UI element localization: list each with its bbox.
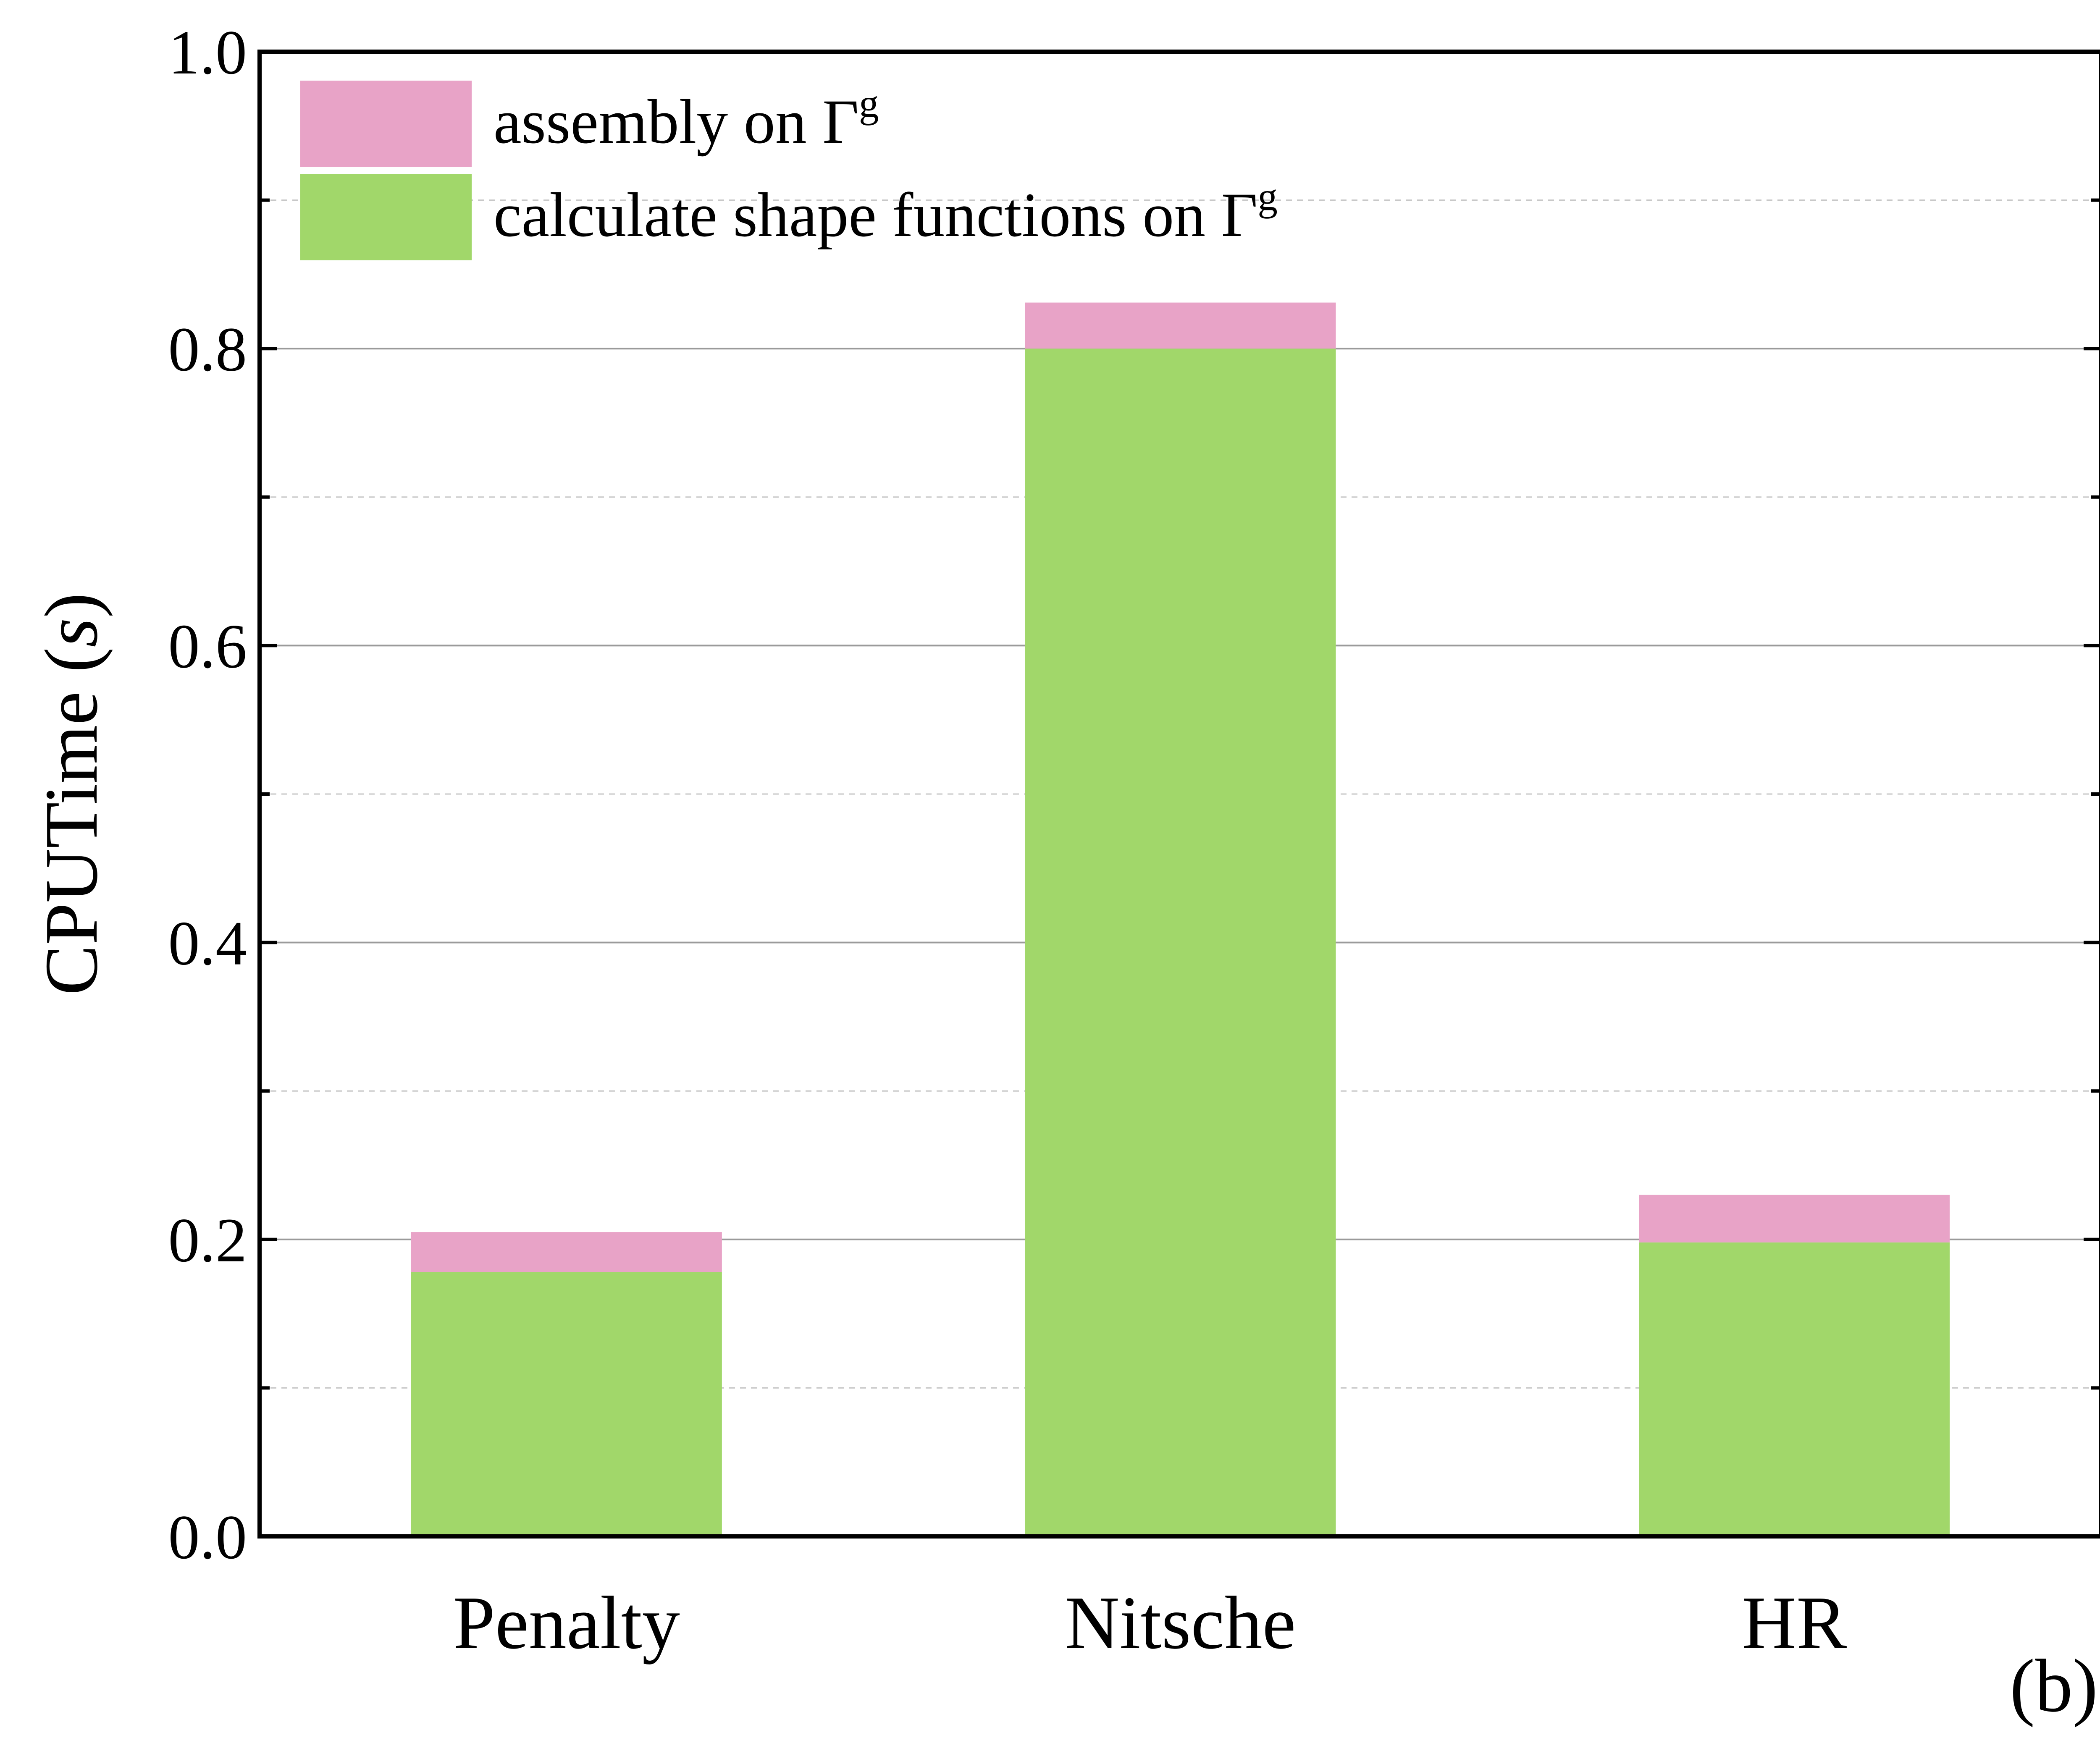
bar-segment-penalty-0 — [411, 1272, 722, 1536]
y-tick-label: 0.4 — [168, 909, 247, 978]
y-axis-title: CPUTime (s) — [29, 593, 113, 996]
bar-segment-hr-0 — [1639, 1242, 1950, 1536]
y-tick-label: 0.8 — [168, 315, 247, 384]
legend-label: calculate shape functions on Γg — [494, 174, 1278, 250]
legend-label: assembly on Γg — [494, 81, 879, 157]
bars — [411, 302, 1950, 1537]
legend-swatch — [300, 81, 472, 167]
legend-swatch — [300, 174, 472, 260]
x-category-label: Nitsche — [1065, 1581, 1296, 1664]
y-tick-label: 0.0 — [168, 1502, 247, 1572]
legend-label-superscript: g — [859, 81, 879, 126]
legend-label-superscript: g — [1257, 174, 1278, 219]
axis-labels: 0.0 0.2 0.4 0.6 0.8 1.0 Penalty Nitsche HR — [168, 18, 1847, 1664]
x-category-label: HR — [1742, 1581, 1847, 1664]
bar-segment-hr-1 — [1639, 1195, 1950, 1242]
bar-segment-nitsche-0 — [1025, 349, 1336, 1537]
axis-ticks — [260, 50, 2100, 1538]
bar-segment-penalty-1 — [411, 1232, 722, 1272]
legend-label-text: calculate shape functions on Γ — [494, 180, 1257, 250]
y-tick-label: 1.0 — [168, 18, 247, 87]
y-tick-label: 0.2 — [168, 1206, 247, 1275]
legend-label-text: assembly on Γ — [494, 87, 859, 157]
bar-segment-nitsche-1 — [1025, 302, 1336, 349]
y-tick-label: 0.6 — [168, 611, 247, 681]
panel-label: (b) — [2010, 1644, 2098, 1727]
x-category-label: Penalty — [453, 1581, 680, 1664]
